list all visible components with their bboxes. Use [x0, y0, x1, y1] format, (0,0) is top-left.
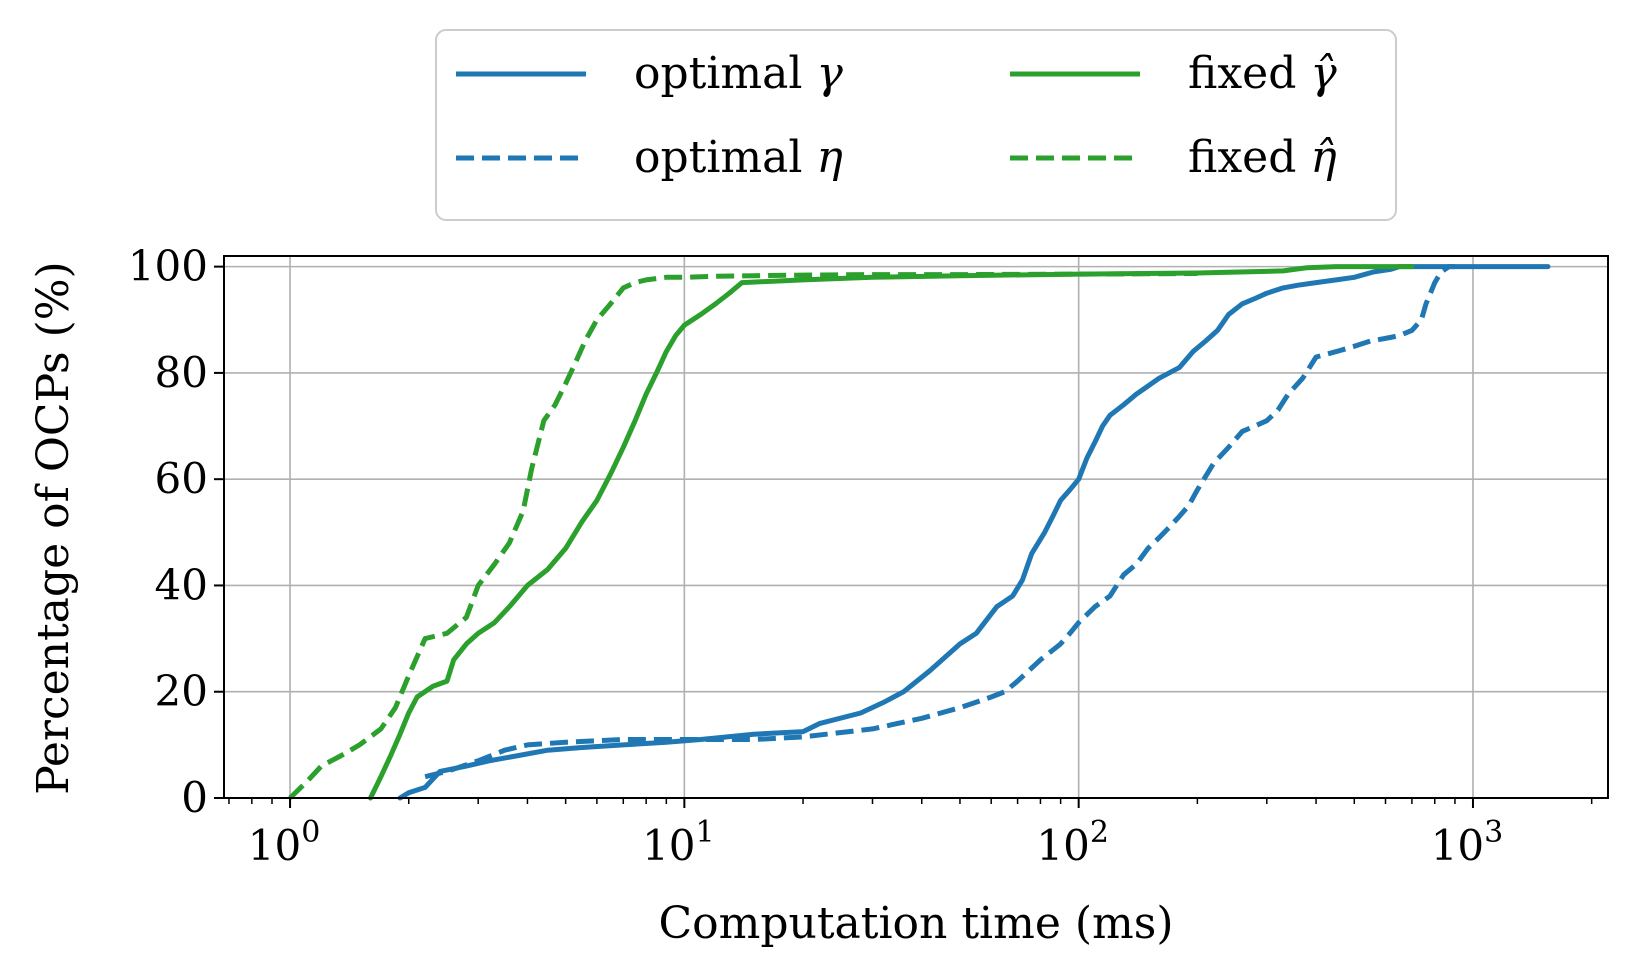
series-line — [288, 271, 1198, 800]
x-axis-title: Computation time (ms) — [658, 898, 1173, 949]
x-tick-label: 101 — [642, 815, 715, 870]
y-tick-label: 80 — [155, 348, 208, 397]
series-line — [397, 264, 1551, 801]
y-axis-title: Percentage of OCPs (%) — [28, 261, 79, 794]
legend-label: optimal γ — [634, 48, 843, 99]
y-tick-label: 0 — [181, 773, 208, 822]
legend-label: fixed η̂ — [1188, 132, 1337, 183]
y-tick-label: 100 — [128, 242, 208, 291]
legend-label: fixed γ̂ — [1188, 48, 1337, 99]
series-line — [424, 264, 1455, 780]
x-tick-label: 103 — [1431, 815, 1504, 870]
series-line — [368, 264, 1415, 801]
axis-ticks: 100 101 102 103 0 20 40 60 80 100 — [128, 242, 1593, 870]
legend-label: optimal η — [634, 132, 843, 183]
x-tick-label: 100 — [248, 815, 321, 870]
y-tick-label: 40 — [155, 560, 208, 609]
y-tick-label: 60 — [155, 454, 208, 503]
legend-frame — [435, 29, 1397, 221]
x-tick-label: 102 — [1036, 815, 1109, 870]
series-lines — [288, 264, 1551, 801]
legend: optimal γ fixed γ̂ optimal η fixed η̂ — [435, 29, 1397, 221]
y-tick-label: 20 — [155, 667, 208, 716]
grid-lines — [224, 256, 1608, 799]
plot-area-frame — [223, 255, 1609, 799]
